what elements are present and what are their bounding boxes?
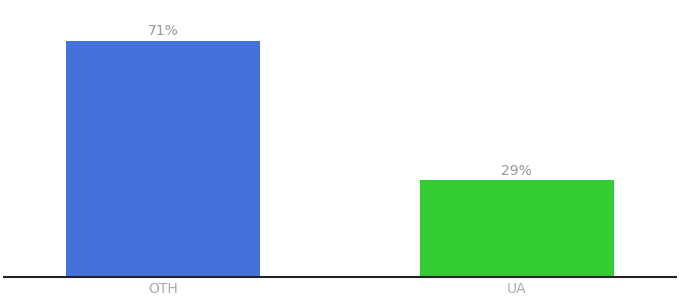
Text: 71%: 71% — [148, 24, 179, 38]
Bar — [420, 181, 614, 277]
Text: 29%: 29% — [501, 164, 532, 178]
Bar — [66, 41, 260, 277]
